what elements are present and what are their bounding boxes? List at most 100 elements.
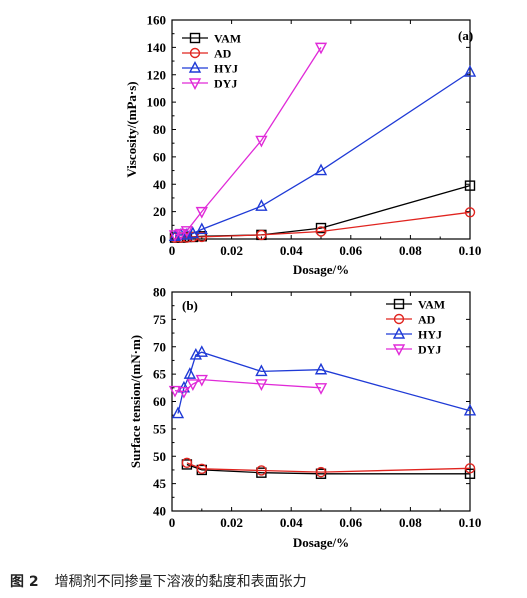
data-point-ad: [196, 463, 208, 475]
legend-marker: [189, 32, 201, 44]
x-tick-label: 0: [169, 243, 176, 258]
data-point-dyj: [255, 135, 268, 148]
x-axis-title: Dosage/%: [293, 535, 349, 550]
data-point-ad: [464, 207, 476, 218]
y-tick-label: 40: [153, 177, 166, 192]
data-point-dyj: [195, 374, 208, 387]
y-tick-label: 80: [153, 122, 166, 137]
series-dyj: [168, 374, 328, 399]
y-tick-label: 140: [147, 40, 167, 55]
series-ad: [181, 457, 476, 478]
x-tick-label: 0.04: [280, 515, 303, 530]
y-tick-label: 65: [153, 367, 167, 382]
x-tick-label: 0.02: [220, 243, 243, 258]
y-tick-label: 0: [160, 232, 167, 247]
legend-label: AD: [418, 313, 436, 327]
data-point-ad: [181, 457, 193, 469]
series-vam: [169, 180, 476, 243]
data-point-hyj: [255, 364, 268, 377]
data-point-dyj: [180, 226, 194, 238]
data-point-vam: [464, 180, 476, 191]
data-point-hyj: [183, 367, 197, 379]
series-line-vam: [175, 184, 471, 239]
figure-canvas: 0 0.02 0.04 0.06 0.08 0.10 0 20 40 60 80 100 120 140 1…: [124, 13, 481, 551]
series-hyj: [168, 65, 477, 241]
data-point-hyj: [463, 65, 477, 77]
data-point-dyj: [174, 228, 188, 241]
y-tick-label: 60: [153, 394, 166, 409]
data-point-hyj: [186, 226, 200, 239]
data-point-dyj: [314, 42, 328, 55]
y-axis-title: Viscosity/(mPa·s): [124, 81, 139, 177]
data-point-dyj: [255, 379, 268, 391]
data-point-dyj: [314, 383, 328, 395]
y-tick-label: 100: [147, 95, 167, 110]
legend-marker: [393, 313, 405, 325]
legend-label: HYJ: [418, 328, 442, 342]
panel-label: (b): [182, 298, 198, 313]
legend-marker: [392, 326, 406, 339]
data-point-ad: [315, 466, 327, 478]
caption-text: 增稠剂不同掺量下溶液的黏度和表面张力: [54, 574, 307, 590]
legend-marker: [188, 78, 202, 91]
legend-marker: [393, 298, 405, 310]
x-tick-label: 0.06: [339, 515, 362, 530]
y-tick-label: 50: [153, 449, 166, 464]
data-point-vam: [315, 222, 327, 234]
data-point-hyj: [195, 222, 208, 235]
data-point-hyj: [171, 406, 185, 419]
data-point-dyj: [186, 379, 200, 391]
y-tick-label: 75: [153, 312, 167, 327]
x-tick-label: 0.06: [339, 243, 362, 258]
series-line-dyj: [174, 47, 322, 236]
series-line-hyj: [174, 71, 471, 237]
figure-number: 图 2: [10, 574, 39, 590]
panel-label: (a): [458, 28, 473, 43]
series-line-ad: [175, 211, 471, 239]
series-dyj: [168, 42, 328, 242]
legend-label: HYJ: [214, 62, 238, 76]
legend-marker: [189, 47, 201, 59]
legend-marker: [392, 344, 406, 357]
data-point-ad: [256, 229, 267, 241]
x-tick-label: 0.08: [399, 515, 422, 530]
chart-panel-a: 0 0.02 0.04 0.06 0.08 0.10 0 20 40 60 80 100 120 140 1…: [124, 13, 481, 278]
data-point-dyj: [168, 385, 182, 398]
series-line-ad: [186, 462, 471, 473]
data-point-vam: [464, 468, 476, 479]
series-hyj: [171, 345, 477, 419]
y-tick-label: 70: [153, 339, 166, 354]
y-tick-label: 55: [153, 421, 167, 436]
data-point-hyj: [255, 199, 268, 211]
y-axis-title: Surface tension/(mN·m): [128, 335, 143, 468]
legend-label: VAM: [418, 298, 445, 312]
data-point-hyj: [314, 362, 328, 375]
x-axis-title: Dosage/%: [293, 262, 349, 277]
data-point-hyj: [314, 163, 328, 176]
y-tick-label: 20: [153, 204, 166, 219]
legend-label: DYJ: [418, 343, 441, 357]
x-tick-label: 0: [169, 515, 176, 530]
x-tick-label: 0.10: [459, 515, 482, 530]
y-tick-label: 45: [153, 476, 167, 491]
y-tick-label: 80: [153, 285, 166, 300]
x-tick-label: 0.10: [459, 243, 482, 258]
legend-marker: [188, 60, 202, 73]
data-point-dyj: [168, 230, 182, 242]
figure-caption: 图 2 增稠剂不同掺量下溶液的黏度和表面张力: [10, 571, 307, 591]
y-tick-label: 60: [153, 149, 166, 164]
data-point-dyj: [177, 386, 191, 399]
data-point-dyj: [195, 206, 208, 219]
series-line-hyj: [177, 351, 471, 414]
chart-panel-b: 0 0.02 0.04 0.06 0.08 0.10 40 45 50 55 60 65 70 75 80 D…: [128, 285, 481, 551]
y-tick-label: 120: [147, 67, 167, 82]
legend-label: AD: [214, 47, 232, 61]
legend-label: VAM: [214, 32, 241, 46]
data-point-ad: [256, 465, 267, 476]
y-tick-label: 160: [147, 13, 167, 28]
data-point-ad: [315, 226, 327, 237]
x-tick-label: 0.02: [220, 515, 243, 530]
data-point-ad: [464, 463, 476, 474]
